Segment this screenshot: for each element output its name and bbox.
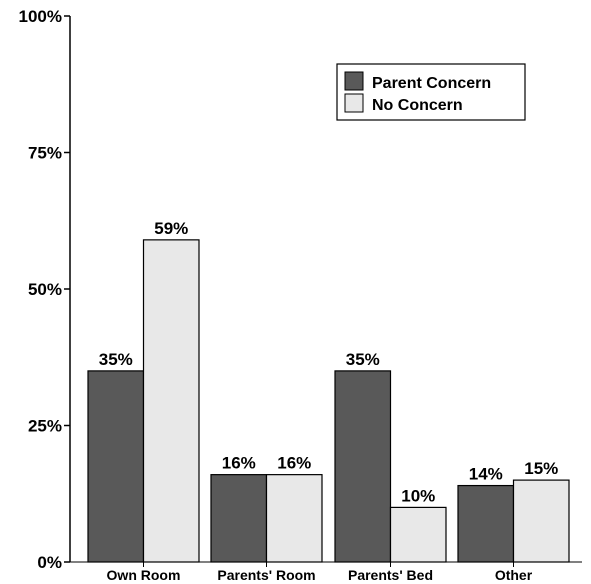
bar-parent-concern [334,370,392,563]
bar-value-label: 35% [346,350,380,369]
y-tick-label: 75% [28,144,62,163]
bar-value-label: 15% [524,459,558,478]
bars [87,239,570,563]
bar-value-label: 14% [469,465,503,484]
y-tick-label: 0% [37,553,62,572]
y-tick-label: 50% [28,280,62,299]
legend-swatch-parent-concern [344,71,364,91]
bar-parent-concern [87,370,145,563]
legend: Parent Concern No Concern [336,63,526,121]
bar-parent-concern [457,484,515,563]
legend-box [336,63,526,121]
legend-label-no-concern: No Concern [372,97,463,114]
bar-value-label: 16% [277,454,311,473]
legend-label-parent-concern: Parent Concern [372,75,491,92]
bar-labels: 35% 59% 16% 16% 35% 10% 14% 15% [99,219,559,506]
legend-swatch-no-concern [344,93,364,113]
bar-value-label: 35% [99,350,133,369]
bar-no-concern [512,479,570,563]
x-tick-labels: Own Room Parents' Room Parents' Bed Other [107,562,533,583]
x-tick-label: Parents' Bed [348,567,433,583]
y-tick-label: 25% [28,417,62,436]
x-tick-label: Own Room [107,567,181,583]
x-tick-label: Parents' Room [217,567,315,583]
bar-no-concern [142,239,200,563]
x-tick-label: Other [495,567,533,583]
bar-value-label: 59% [154,219,188,238]
y-tick-label: 100% [19,7,62,26]
bar-value-label: 16% [222,454,256,473]
bar-parent-concern [210,474,268,563]
bar-value-label: 10% [401,486,435,505]
bar-no-concern [265,474,323,563]
bar-no-concern [389,506,447,563]
y-ticks: 0% 25% 50% 75% 100% [19,7,70,572]
